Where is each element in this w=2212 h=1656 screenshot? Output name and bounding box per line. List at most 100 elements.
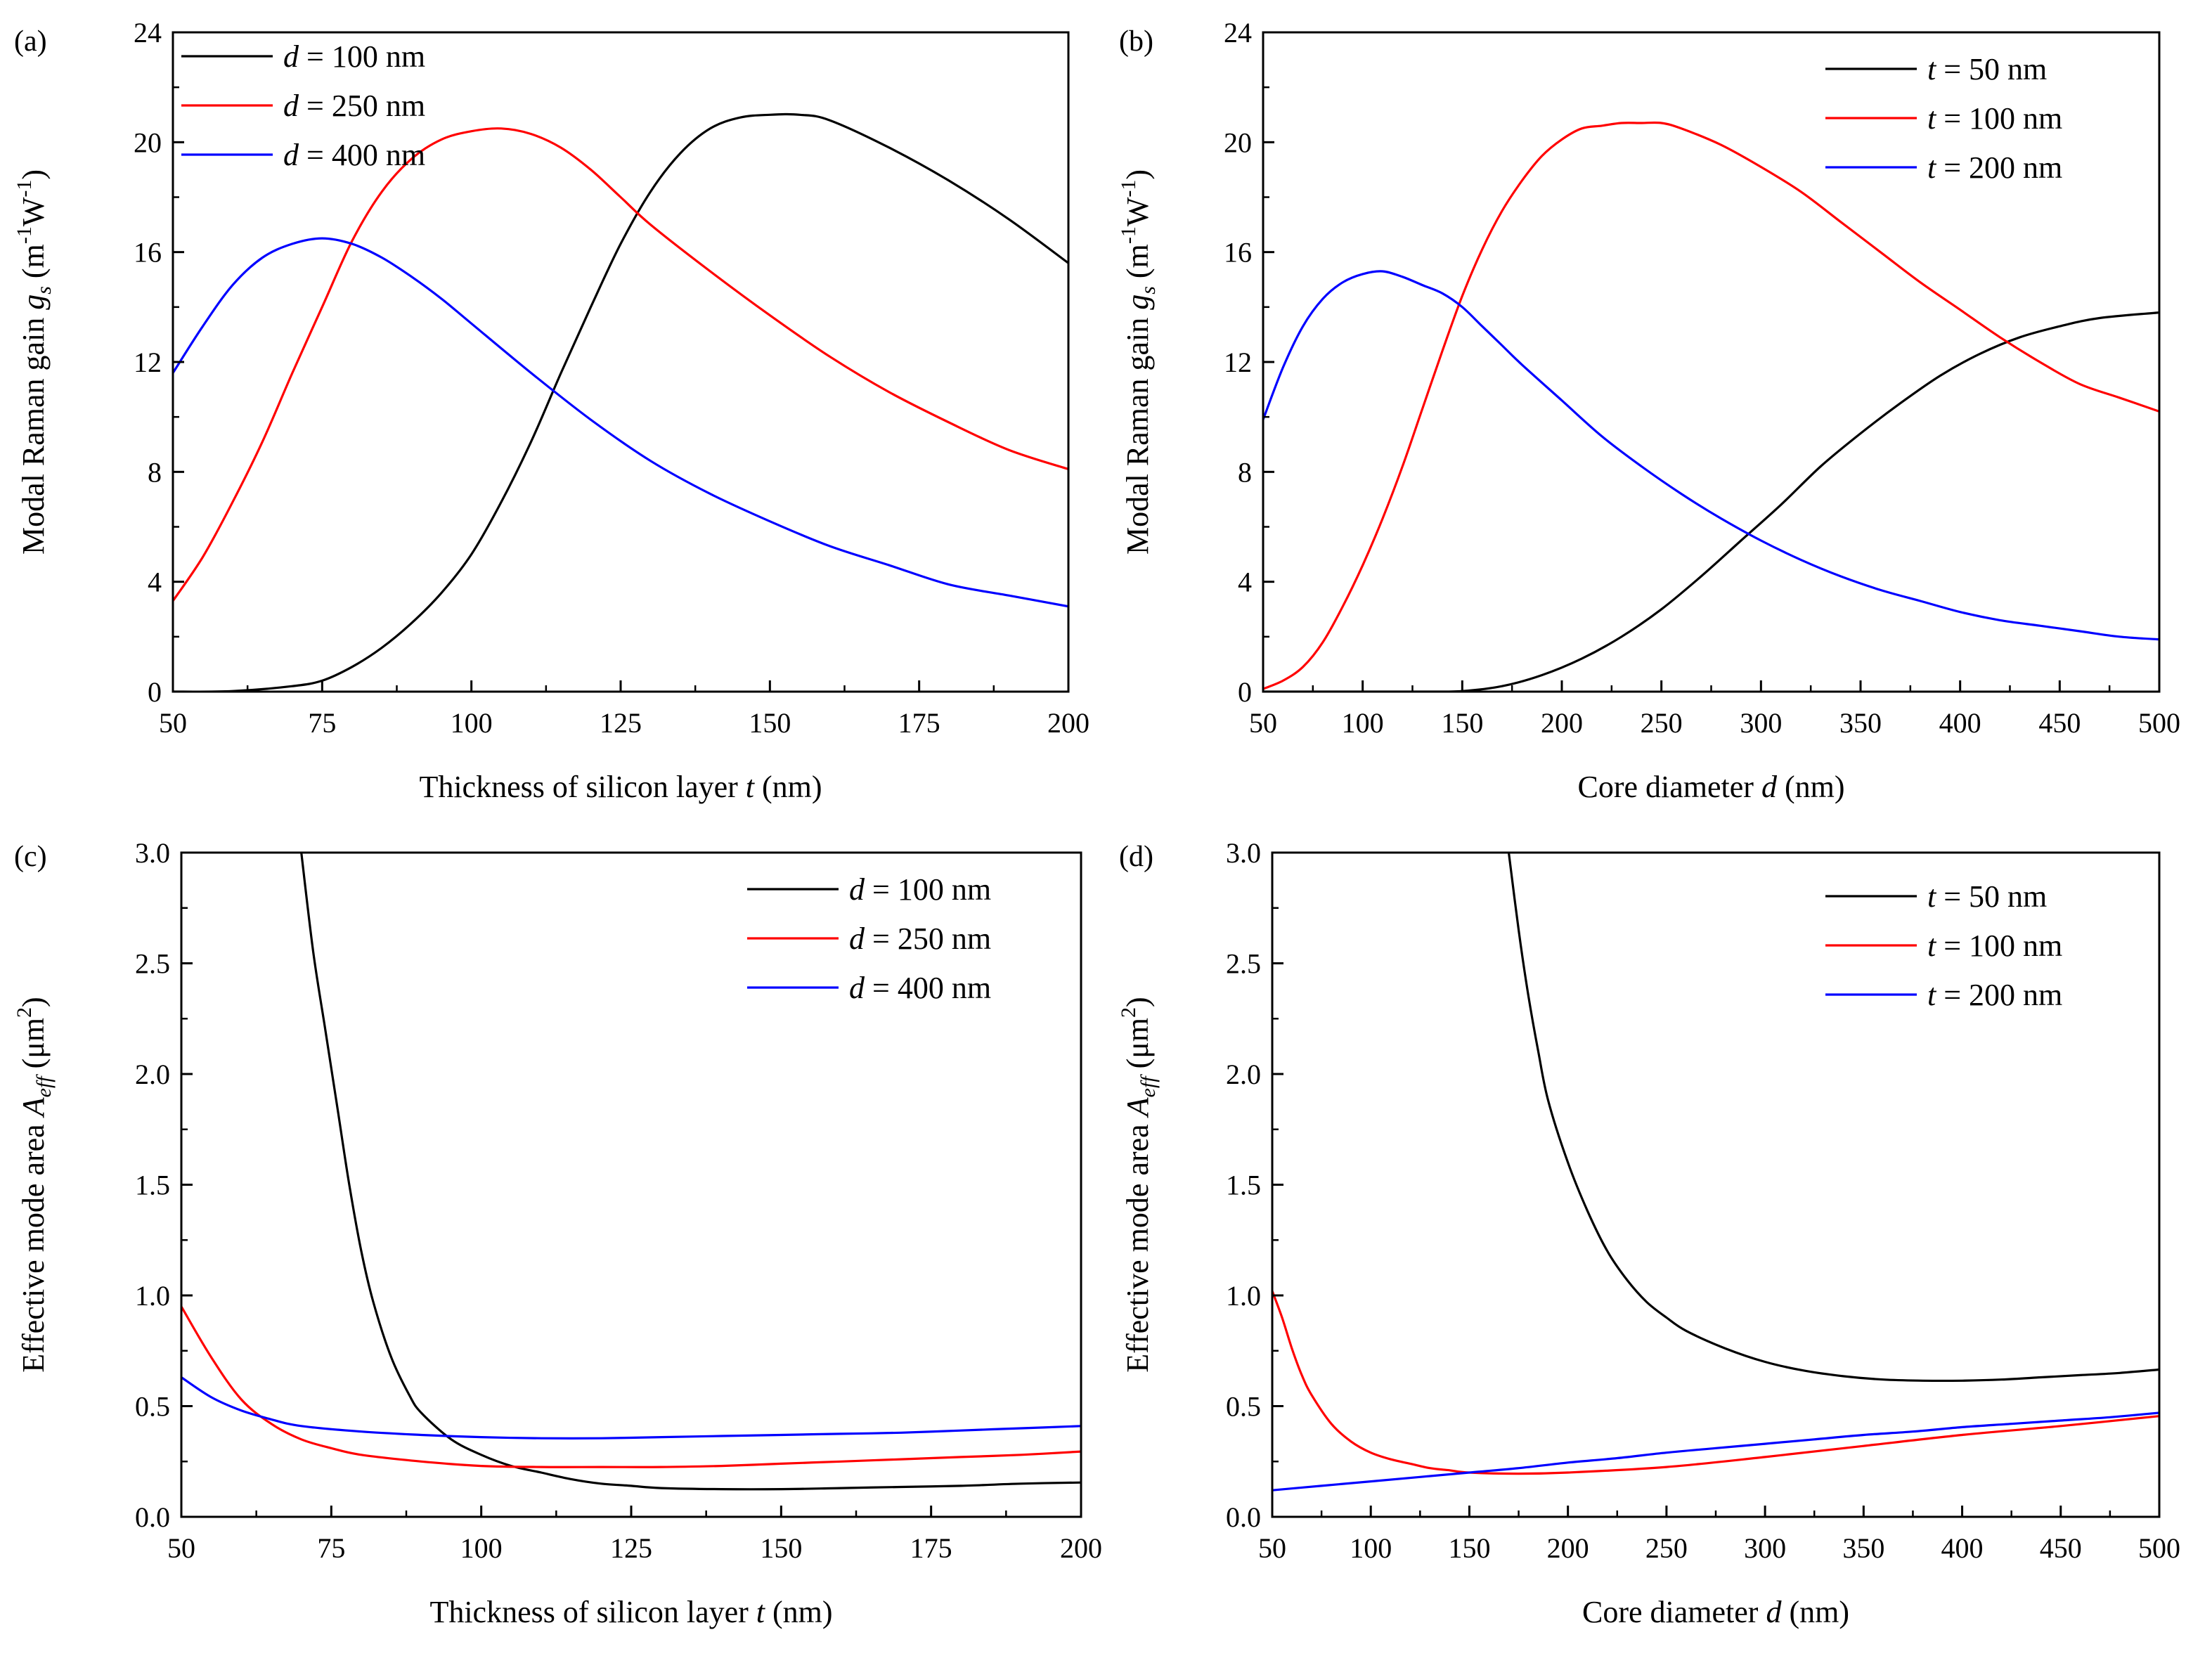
x-axis-label: Core diameter d (nm) xyxy=(1582,1595,1849,1629)
y-tick-label: 4 xyxy=(148,567,162,598)
legend-text: = 250 nm xyxy=(865,921,991,956)
y-axis-label-text: Effective mode area xyxy=(1120,1116,1155,1372)
legend-var: t xyxy=(1927,150,1937,185)
x-axis-label: Core diameter d (nm) xyxy=(1578,770,1845,804)
y-axis-label: Modal Raman gain gs (m-1W-1) xyxy=(1117,169,1160,555)
legend-entry-2: d = 250 nm xyxy=(849,921,991,956)
legend-var: d xyxy=(283,138,299,172)
series-group xyxy=(173,112,1068,692)
x-axis-label-var: t xyxy=(746,770,756,804)
x-axis-label-text: Core diameter xyxy=(1582,1595,1766,1629)
y-axis-label: Modal Raman gain gs (m-1W-1) xyxy=(13,169,56,555)
y-axis-label-superscript: -1 xyxy=(1117,226,1140,244)
legend: t = 50 nmt = 100 nmt = 200 nm xyxy=(1825,879,2062,1012)
y-tick-label: 1.5 xyxy=(1226,1170,1261,1201)
x-tick-label: 350 xyxy=(1842,1532,1884,1564)
series-line-2 xyxy=(1263,121,2159,690)
x-tick-label: 200 xyxy=(1047,707,1089,739)
y-axis-label-subscript: s xyxy=(1137,286,1160,295)
x-axis-label-unit: (nm) xyxy=(1781,1595,1849,1629)
panel-label: (b) xyxy=(1119,25,1153,58)
x-axis-label-text: Thickness of silicon layer xyxy=(429,1595,756,1629)
y-tick-label: 1.5 xyxy=(135,1170,170,1201)
y-axis-label-unit-w: W xyxy=(1120,197,1155,226)
legend-text: = 100 nm xyxy=(865,872,991,907)
legend-var: d xyxy=(849,921,865,956)
y-tick-label: 2.0 xyxy=(1226,1059,1261,1090)
y-tick-label: 16 xyxy=(1224,237,1252,269)
y-axis-label-var: A xyxy=(1120,1097,1155,1118)
x-tick-label: 200 xyxy=(1547,1532,1589,1564)
x-tick-label: 175 xyxy=(910,1532,952,1564)
y-tick-label: 0 xyxy=(148,676,162,708)
x-axis: 50 100 150 200 250 300 350 400 450 500 xyxy=(1258,1506,2180,1564)
y-tick-label: 4 xyxy=(1238,567,1252,598)
x-tick-label: 100 xyxy=(460,1532,503,1564)
y-axis-label-superscript: 2 xyxy=(1117,1007,1140,1018)
legend-var: d xyxy=(849,971,865,1005)
legend-text: = 400 nm xyxy=(299,138,425,172)
y-axis-label-superscript: -1 xyxy=(13,226,36,244)
y-axis-label-unit: (μm xyxy=(16,1018,51,1076)
x-tick-label: 100 xyxy=(1342,707,1384,739)
legend-var: t xyxy=(1927,879,1937,914)
y-tick-label: 2.5 xyxy=(135,948,170,980)
x-tick-label: 75 xyxy=(308,707,336,739)
panel-b: (b) 50 100 150 200 250 300 350 400 450 500 0 4 8 12 16 2… xyxy=(1117,17,2180,804)
series-line-1 xyxy=(1507,853,2159,1383)
y-tick-label: 3.0 xyxy=(135,837,170,869)
x-axis-label-unit: (nm) xyxy=(765,1595,833,1629)
x-tick-label: 200 xyxy=(1060,1532,1102,1564)
y-tick-label: 8 xyxy=(1238,456,1252,488)
legend-var: t xyxy=(1927,101,1937,136)
y-tick-label: 20 xyxy=(1224,127,1252,158)
x-tick-label: 75 xyxy=(317,1532,345,1564)
legend-text: = 100 nm xyxy=(1936,101,2062,136)
x-tick-label: 150 xyxy=(1441,707,1483,739)
y-axis-label-var: A xyxy=(16,1097,51,1118)
series-line-1 xyxy=(300,853,1081,1491)
x-tick-label: 175 xyxy=(898,707,940,739)
legend-var: d xyxy=(283,89,299,123)
legend-text: = 100 nm xyxy=(1936,929,2062,963)
y-axis-label-close: ) xyxy=(16,169,51,180)
y-axis-label-subscript: eff xyxy=(1137,1074,1160,1098)
panel-label: (d) xyxy=(1119,841,1153,873)
panel-d: (d) 50 100 150 200 250 300 350 400 450 500 0.0 0.5 1.… xyxy=(1117,837,2180,1629)
y-tick-label: 0.0 xyxy=(1226,1501,1261,1533)
y-axis-label-text: Modal Raman gain xyxy=(16,310,51,555)
x-tick-label: 50 xyxy=(1258,1532,1286,1564)
y-axis-label: Effective mode area Aeff (μm2) xyxy=(1117,997,1160,1372)
y-axis-label-superscript: -1 xyxy=(1117,180,1140,198)
x-tick-label: 350 xyxy=(1839,707,1882,739)
y-axis-label-unit: (m xyxy=(16,244,51,286)
x-tick-label: 300 xyxy=(1740,707,1782,739)
y-tick-label: 0.5 xyxy=(1226,1391,1261,1423)
y-axis: 0 4 8 12 16 20 24 xyxy=(134,17,184,708)
legend-entry-3: d = 400 nm xyxy=(849,971,991,1005)
legend-entry-1: d = 100 nm xyxy=(849,872,991,907)
y-tick-label: 2.5 xyxy=(1226,948,1261,980)
legend-text: = 200 nm xyxy=(1936,150,2062,185)
legend-var: d xyxy=(283,39,299,74)
y-tick-label: 16 xyxy=(134,237,162,269)
legend-text: = 250 nm xyxy=(299,89,425,123)
y-axis-label-text: Modal Raman gain xyxy=(1120,310,1155,555)
x-axis-label-var: d xyxy=(1761,770,1778,804)
x-axis-label-var: d xyxy=(1766,1595,1782,1629)
legend-var: t xyxy=(1927,52,1937,86)
y-axis-label-close: ) xyxy=(16,997,51,1007)
x-axis-label-text: Core diameter xyxy=(1578,770,1761,804)
y-axis-label-close: ) xyxy=(1120,997,1155,1007)
y-axis-label-close: ) xyxy=(1120,169,1155,180)
x-tick-label: 400 xyxy=(1939,707,1981,739)
legend-entry-2: t = 100 nm xyxy=(1927,101,2062,136)
x-tick-label: 200 xyxy=(1541,707,1583,739)
legend-var: t xyxy=(1927,929,1937,963)
x-axis: 50 75 100 125 150 175 200 xyxy=(167,1506,1102,1564)
legend-entry-3: t = 200 nm xyxy=(1927,150,2062,185)
x-tick-label: 500 xyxy=(2138,707,2180,739)
y-axis-label-unit: (μm xyxy=(1120,1018,1155,1076)
x-tick-label: 400 xyxy=(1941,1532,1984,1564)
x-tick-label: 150 xyxy=(749,707,791,739)
